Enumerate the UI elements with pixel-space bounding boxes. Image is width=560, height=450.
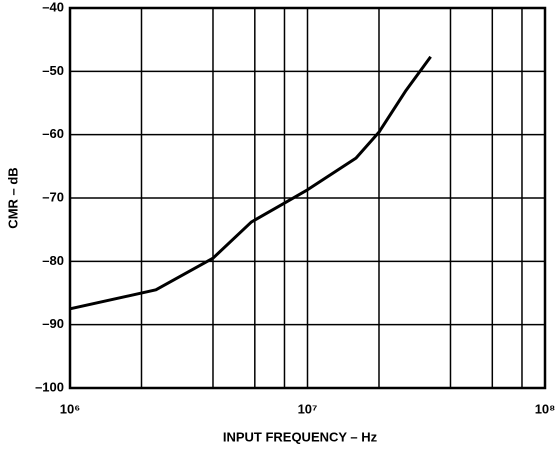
y-tick-label: –80	[42, 253, 64, 268]
data-line	[69, 55, 432, 311]
x-tick-label: 10⁷	[298, 401, 318, 416]
y-tick-label: –90	[42, 316, 64, 331]
plot-frame	[68, 6, 547, 390]
y-tick-label: –70	[42, 189, 64, 204]
y-tick-label: –100	[35, 379, 64, 394]
y-tick-label: –60	[42, 126, 64, 141]
x-tick-label: 10⁸	[535, 401, 556, 416]
y-axis-title: CMR – dB	[5, 167, 20, 228]
x-tick-label: 10⁶	[60, 401, 80, 416]
y-tick-label: –50	[42, 63, 64, 78]
y-tick-label: –40	[42, 0, 64, 14]
x-axis-title: INPUT FREQUENCY – Hz	[223, 429, 378, 444]
